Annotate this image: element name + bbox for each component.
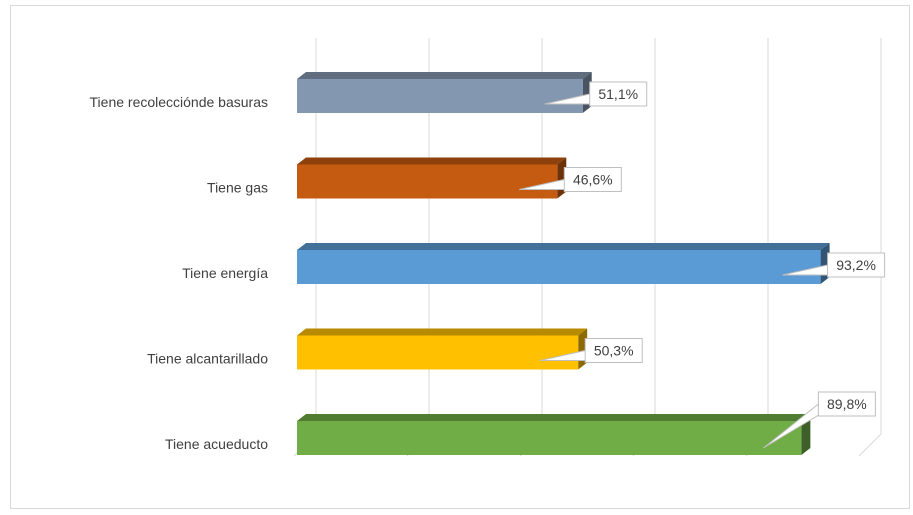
data-label: 51,1% <box>598 86 638 102</box>
bar <box>297 79 583 113</box>
chart-frame: Tiene recolecciónde basuras 51,1% Tiene ga… <box>10 5 910 509</box>
bar-top-face <box>297 72 592 79</box>
data-label: 50,3% <box>594 343 634 359</box>
category-label: Tiene alcantarillado <box>147 351 268 367</box>
data-label: 93,2% <box>836 257 876 273</box>
bar-top-face <box>297 414 811 421</box>
data-label-box <box>827 252 886 278</box>
data-label-box <box>563 167 622 192</box>
category-label: Tiene gas <box>207 180 268 196</box>
bar-chart: Tiene recolecciónde basuras 51,1% Tiene ga… <box>90 38 886 457</box>
category-label: Tiene recolecciónde basuras <box>90 94 268 110</box>
bar-top-face <box>297 328 588 336</box>
bar <box>297 250 821 284</box>
data-label: 46,6% <box>573 172 613 188</box>
category-label: Tiene energía <box>182 265 268 281</box>
bar <box>297 421 802 455</box>
floor-gridline <box>858 433 882 457</box>
category-label: Tiene acueducto <box>165 436 268 452</box>
bar <box>297 335 579 370</box>
bar-top-face <box>297 157 567 165</box>
data-label-box <box>589 81 648 107</box>
data-label-box <box>817 391 876 417</box>
data-label: 89,8% <box>827 396 867 412</box>
bar-top-face <box>297 243 830 250</box>
bar <box>297 164 558 199</box>
data-label-box <box>584 338 643 363</box>
